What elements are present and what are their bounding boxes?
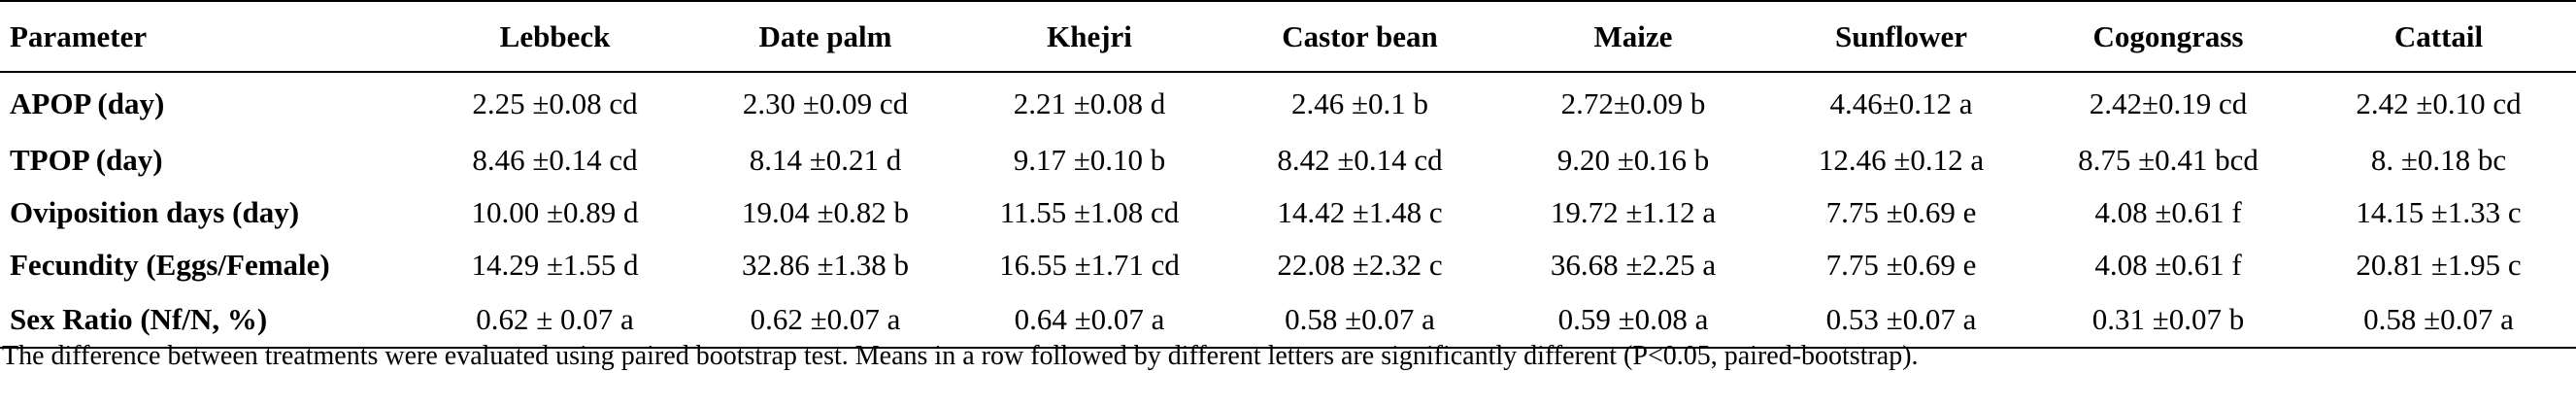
table-cell: 2.42±0.19 cd — [2089, 85, 2248, 120]
table-footnote: The difference between treatments were e… — [2, 341, 1919, 371]
table-cell: 14.29 ±1.55 d — [471, 247, 639, 282]
table-cell: 8. ±0.18 bc — [2370, 142, 2507, 177]
table-cell: 0.31 ±0.07 b — [2035, 290, 2301, 349]
column-header-khejri: Khejri — [958, 0, 1221, 73]
table-cell: 9.20 ±0.16 b — [1556, 142, 1710, 177]
table-cell: 2.30 ±0.09 cd — [742, 85, 909, 120]
table-cell: 19.04 ±0.82 b — [741, 194, 909, 229]
row-label: Fecundity (Eggs/Female) — [10, 247, 330, 282]
row-label: APOP (day) — [10, 85, 165, 120]
row-label: TPOP (day) — [10, 142, 163, 177]
column-header-maize: Maize — [1499, 0, 1767, 73]
table-cell: 0.64 ±0.07 a — [958, 290, 1221, 349]
table-cell: 10.00 ±0.89 d — [471, 194, 639, 229]
row-label: Oviposition days (day) — [10, 194, 300, 229]
header-row: Parameter Lebbeck Date palm Khejri Casto… — [0, 0, 2576, 73]
table-cell: 0.58 ±0.07 a — [2301, 290, 2576, 349]
table-cell: 2.72±0.09 b — [1560, 85, 1706, 120]
table-cell: 4.08 ±0.61 f — [2094, 247, 2242, 282]
table-row: Fecundity (Eggs/Female) 14.29 ±1.55 d 32… — [0, 238, 2576, 290]
column-header-cattail: Cattail — [2301, 0, 2576, 73]
table-cell: 2.42 ±0.10 cd — [2356, 85, 2522, 120]
table-cell: 8.14 ±0.21 d — [749, 142, 902, 177]
table-cell: 4.08 ±0.61 f — [2094, 194, 2242, 229]
table-cell: 22.08 ±2.32 c — [1277, 247, 1443, 282]
table-row: Oviposition days (day) 10.00 ±0.89 d 19.… — [0, 186, 2576, 238]
table-row: APOP (day) 2.25 ±0.08 cd 2.30 ±0.09 cd 2… — [0, 72, 2576, 133]
table-cell: 32.86 ±1.38 b — [741, 247, 909, 282]
table-cell: 0.62 ± 0.07 a — [418, 290, 692, 349]
column-header-lebbeck: Lebbeck — [418, 0, 692, 73]
results-table: Parameter Lebbeck Date palm Khejri Casto… — [0, 0, 2576, 349]
row-label: Sex Ratio (Nf/N, %) — [0, 290, 418, 349]
table-cell: 0.58 ±0.07 a — [1221, 290, 1499, 349]
table-cell: 12.46 ±0.12 a — [1818, 142, 1985, 177]
column-header-cogongrass: Cogongrass — [2035, 0, 2301, 73]
table-cell: 8.42 ±0.14 cd — [1277, 142, 1443, 177]
table-cell: 0.62 ±0.07 a — [692, 290, 958, 349]
column-header-date-palm: Date palm — [692, 0, 958, 73]
table-cell: 8.75 ±0.41 bcd — [2078, 142, 2258, 177]
column-header-castor-bean: Castor bean — [1221, 0, 1499, 73]
table-cell: 9.17 ±0.10 b — [1013, 142, 1166, 177]
table-cell: 0.53 ±0.07 a — [1767, 290, 2035, 349]
table-cell: 4.46±0.12 a — [1829, 85, 1973, 120]
table-cell: 14.15 ±1.33 c — [2356, 194, 2522, 229]
table-cell: 8.46 ±0.14 cd — [472, 142, 638, 177]
table-cell: 16.55 ±1.71 cd — [999, 247, 1180, 282]
table-row: Sex Ratio (Nf/N, %) 0.62 ± 0.07 a 0.62 ±… — [0, 290, 2576, 349]
table-cell: 36.68 ±2.25 a — [1550, 247, 1717, 282]
table-row: TPOP (day) 8.46 ±0.14 cd 8.14 ±0.21 d 9.… — [0, 133, 2576, 186]
table-cell: 2.25 ±0.08 cd — [472, 85, 638, 120]
table-cell: 0.59 ±0.08 a — [1499, 290, 1767, 349]
table-cell: 20.81 ±1.95 c — [2356, 247, 2522, 282]
parameter-header: Parameter — [0, 0, 418, 73]
table-cell: 2.21 ±0.08 d — [1013, 85, 1166, 120]
column-header-sunflower: Sunflower — [1767, 0, 2035, 73]
table-cell: 7.75 ±0.69 e — [1825, 247, 1977, 282]
table-cell: 7.75 ±0.69 e — [1825, 194, 1977, 229]
table-cell: 14.42 ±1.48 c — [1277, 194, 1443, 229]
table-cell: 2.46 ±0.1 b — [1290, 85, 1428, 120]
table-cell: 19.72 ±1.12 a — [1550, 194, 1717, 229]
table-cell: 11.55 ±1.08 cd — [999, 194, 1180, 229]
